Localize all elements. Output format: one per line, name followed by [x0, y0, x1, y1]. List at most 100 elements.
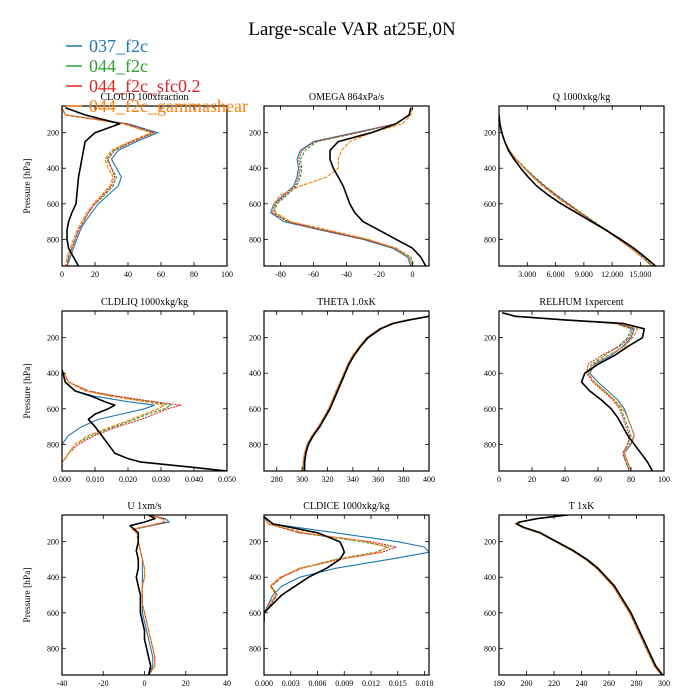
panel-4: 0.000 0.010 0.020 0.030 0.040 0.050 200 400 600 8… — [23, 297, 236, 484]
x-tick-label: -60 — [308, 270, 319, 279]
panel-title: RELHUM 1xpercent — [539, 297, 623, 308]
y-tick-label: 600 — [249, 609, 261, 618]
x-tick-label: 0 — [60, 270, 64, 279]
x-tick-label: 12.000 — [601, 270, 623, 279]
series-group — [502, 312, 654, 471]
x-tick-label: 0.000 — [53, 475, 71, 484]
series-line-044-f2c-gammashear — [514, 515, 662, 675]
x-tick-label: 40 — [561, 475, 569, 484]
series-line-044-f2c — [273, 107, 415, 266]
series-line-reference — [499, 114, 657, 266]
panel-title: THETA 1.0xK — [317, 297, 376, 308]
y-tick-label: 400 — [47, 164, 59, 173]
panel-2: -80 -60 -40 -20 0 200 400 600 800 OMEGA 864xPa/s — [249, 92, 430, 279]
y-tick-label: 200 — [47, 129, 59, 138]
panel-8: 0.000 0.003 0.006 0.009 0.012 0.015 0.018 200 40… — [249, 501, 434, 688]
panel-frame — [61, 105, 228, 267]
x-tick-label: 100 — [658, 475, 670, 484]
y-tick-label: 800 — [484, 235, 496, 244]
series-line-044-f2c-sfc0-2 — [502, 312, 634, 471]
x-tick-label: 60 — [594, 475, 602, 484]
x-tick-label: 0 — [497, 475, 501, 484]
panel-9: 180 200 220 240 260 280 300 200 400 600 800 T 1xK — [484, 501, 670, 688]
series-group — [62, 369, 227, 471]
y-tick-label: 800 — [47, 235, 59, 244]
x-tick-label: 80 — [190, 270, 198, 279]
legend: 037_f2c044_f2c044_f2c_sfc0.2044_f2c_gamm… — [66, 36, 248, 116]
panel-frame — [498, 105, 665, 267]
panel-title: CLDLIQ 1000xkg/kg — [101, 297, 188, 308]
x-tick-label: 300 — [658, 679, 670, 688]
panel-title: T 1xK — [569, 501, 595, 512]
series-group — [302, 315, 429, 471]
legend-label: 044_f2c — [89, 56, 148, 76]
panel-5: 280 300 320 340 360 380 400 200 400 600 800 THETA 1… — [249, 297, 435, 484]
x-tick-label: 200 — [521, 679, 533, 688]
series-group — [270, 107, 427, 266]
x-tick-label: 9.000 — [575, 270, 593, 279]
x-tick-label: -40 — [341, 270, 352, 279]
y-tick-label: 400 — [249, 573, 261, 582]
series-line-037-f2c — [62, 107, 159, 266]
x-tick-label: 20 — [91, 270, 99, 279]
series-line-044-f2c-sfc0-2 — [499, 114, 653, 266]
y-tick-label: 800 — [47, 440, 59, 449]
x-tick-label: 300 — [296, 475, 308, 484]
legend-item: 044_f2c — [66, 56, 148, 76]
panel-frame — [61, 514, 228, 676]
panel-title: U 1xm/s — [127, 501, 161, 512]
y-tick-label: 600 — [249, 405, 261, 414]
y-tick-label: 800 — [249, 440, 261, 449]
series-line-reference — [129, 515, 156, 675]
y-tick-label: 400 — [249, 369, 261, 378]
legend-label: 044_f2c_gammashear — [89, 96, 248, 116]
y-tick-label: 800 — [249, 644, 261, 653]
x-tick-label: 0 — [411, 270, 415, 279]
series-line-reference — [516, 515, 664, 675]
x-tick-label: 280 — [271, 475, 283, 484]
series-line-reference — [303, 315, 429, 471]
x-tick-label: 400 — [423, 475, 435, 484]
x-tick-label: 0.009 — [335, 679, 353, 688]
x-tick-label: 0.012 — [362, 679, 380, 688]
x-tick-label: 0.040 — [185, 475, 203, 484]
x-tick-label: 340 — [347, 475, 359, 484]
y-tick-label: 600 — [47, 405, 59, 414]
x-tick-label: 380 — [398, 475, 410, 484]
y-tick-label: 600 — [47, 200, 59, 209]
panel-title: CLOUD 100xfraction — [100, 92, 188, 103]
legend-item: 037_f2c — [66, 36, 148, 56]
x-tick-label: 80 — [627, 475, 635, 484]
x-tick-label: 100 — [221, 270, 233, 279]
panel-title: CLDICE 1000xkg/kg — [303, 501, 389, 512]
x-tick-label: 0.010 — [86, 475, 104, 484]
y-tick-label: 400 — [47, 573, 59, 582]
y-tick-label: 200 — [484, 129, 496, 138]
series-line-044-f2c-gammashear — [131, 515, 164, 675]
series-line-044-f2c — [502, 312, 632, 471]
series-line-044-f2c-sfc0-2 — [271, 107, 414, 266]
x-tick-label: 280 — [631, 679, 643, 688]
y-tick-label: 200 — [249, 129, 261, 138]
series-line-reference — [264, 516, 346, 622]
series-line-044-f2c — [62, 369, 172, 471]
x-tick-label: 0.050 — [218, 475, 236, 484]
panel-7: -40 -20 0 20 40 200 400 600 800 U 1xm/s Pressure [… — [23, 501, 231, 688]
series-line-044-f2c-sfc0-2 — [62, 107, 155, 266]
x-tick-label: 6.000 — [547, 270, 565, 279]
y-tick-label: 600 — [484, 405, 496, 414]
series-line-reference — [329, 107, 427, 266]
series-line-037-f2c — [502, 312, 635, 471]
legend-label: 044_f2c_sfc0.2 — [89, 76, 200, 96]
series-line-037-f2c — [264, 516, 429, 622]
series-line-044-f2c-sfc0-2 — [131, 515, 166, 675]
figure-title: Large-scale VAR at25E,0N — [248, 19, 456, 40]
series-line-044-f2c-gammashear — [264, 516, 388, 622]
x-tick-label: -80 — [275, 270, 286, 279]
y-tick-label: 600 — [484, 609, 496, 618]
legend-item: 044_f2c_gammashear — [66, 96, 248, 116]
y-tick-label: 800 — [484, 440, 496, 449]
panel-frame — [61, 310, 228, 472]
